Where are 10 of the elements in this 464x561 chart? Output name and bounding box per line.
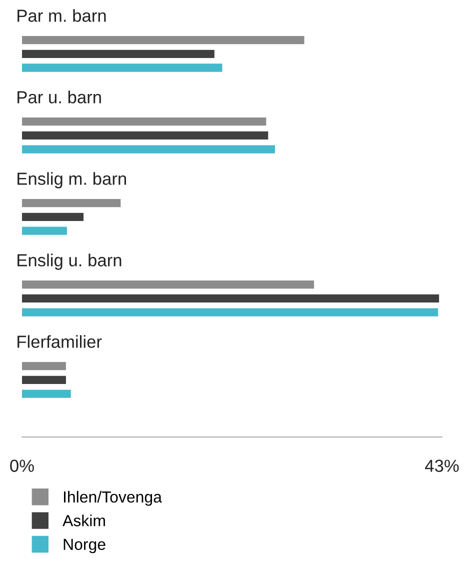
x-tick-label: 0% xyxy=(10,460,34,472)
y-tick-label: Enslig m. barn xyxy=(18,172,126,188)
legend-label: Ihlen/Tovenga xyxy=(64,490,162,506)
y-tick-label: Enslig u. barn xyxy=(18,254,122,270)
y-tick-label: Par u. barn xyxy=(18,90,101,104)
legend-label: Norge xyxy=(64,538,106,554)
y-tick-label: Flerfamilier xyxy=(18,335,102,348)
legend-label: Askim xyxy=(62,514,105,526)
y-tick-label: Par m. barn xyxy=(18,9,106,22)
x-tick-label: 43% xyxy=(425,460,459,472)
